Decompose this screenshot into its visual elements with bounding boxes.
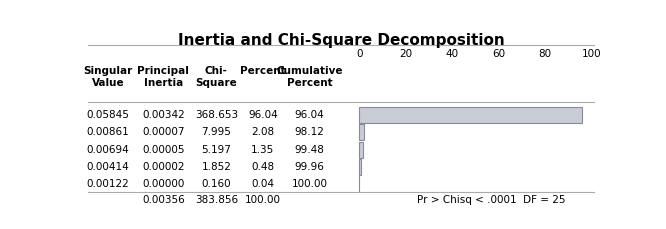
Text: 383.856: 383.856 [195, 195, 238, 205]
Text: 0.00694: 0.00694 [87, 145, 129, 155]
Text: 0.04: 0.04 [251, 179, 274, 188]
Text: 0.00002: 0.00002 [142, 162, 184, 172]
Text: 0.48: 0.48 [251, 162, 274, 172]
Text: 0.00122: 0.00122 [87, 179, 129, 188]
Text: 0: 0 [356, 49, 363, 59]
Text: Singular
Value: Singular Value [83, 66, 133, 88]
Text: 96.04: 96.04 [294, 110, 324, 120]
Text: 99.96: 99.96 [294, 162, 324, 172]
FancyBboxPatch shape [360, 125, 364, 140]
Text: 0.00861: 0.00861 [87, 127, 129, 137]
Text: 100.00: 100.00 [245, 195, 281, 205]
Text: Inertia and Chi-Square Decomposition: Inertia and Chi-Square Decomposition [178, 33, 505, 48]
Text: 40: 40 [446, 49, 459, 59]
Text: 2.08: 2.08 [251, 127, 274, 137]
Text: 7.995: 7.995 [202, 127, 231, 137]
Text: 99.48: 99.48 [294, 145, 324, 155]
Text: 0.00005: 0.00005 [142, 145, 184, 155]
Text: 100.00: 100.00 [291, 179, 327, 188]
Text: Chi-
Square: Chi- Square [196, 66, 237, 88]
Text: 368.653: 368.653 [195, 110, 238, 120]
Text: 60: 60 [492, 49, 505, 59]
Text: 96.04: 96.04 [248, 110, 278, 120]
Text: Pr > Chisq < .0001  DF = 25: Pr > Chisq < .0001 DF = 25 [417, 195, 565, 205]
Text: 0.00342: 0.00342 [142, 110, 184, 120]
Text: 20: 20 [400, 49, 412, 59]
FancyBboxPatch shape [360, 107, 583, 123]
Text: 5.197: 5.197 [202, 145, 231, 155]
Text: 1.35: 1.35 [251, 145, 274, 155]
Text: 0.160: 0.160 [202, 179, 231, 188]
Text: 0.00356: 0.00356 [142, 195, 184, 205]
Text: Cumulative
Percent: Cumulative Percent [276, 66, 342, 88]
Text: 0.00007: 0.00007 [142, 127, 184, 137]
Text: Principal
Inertia: Principal Inertia [137, 66, 189, 88]
Text: 98.12: 98.12 [294, 127, 324, 137]
Text: 100: 100 [582, 49, 601, 59]
Text: 80: 80 [539, 49, 551, 59]
FancyBboxPatch shape [360, 142, 362, 158]
Text: 0.05845: 0.05845 [87, 110, 129, 120]
Text: Percent: Percent [240, 66, 286, 76]
Text: 0.00414: 0.00414 [87, 162, 129, 172]
Text: 0.00000: 0.00000 [142, 179, 184, 188]
Text: 1.852: 1.852 [202, 162, 231, 172]
